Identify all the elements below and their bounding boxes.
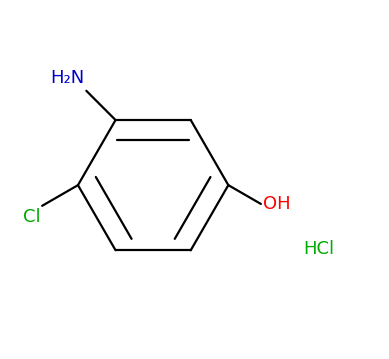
Text: HCl: HCl: [303, 240, 334, 258]
Text: OH: OH: [263, 195, 291, 213]
Text: Cl: Cl: [23, 208, 40, 226]
Text: H₂N: H₂N: [50, 69, 84, 87]
